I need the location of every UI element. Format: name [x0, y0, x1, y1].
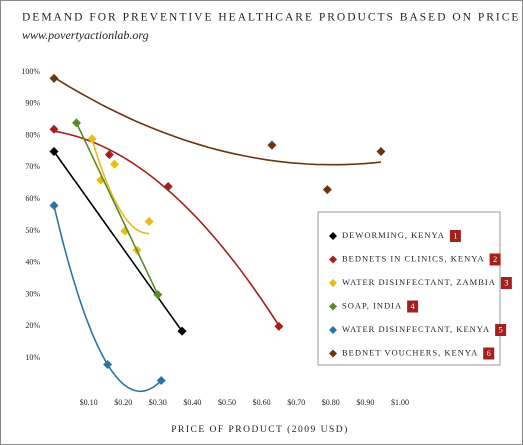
- marker: [49, 124, 59, 134]
- marker: [156, 375, 166, 385]
- chart-subtitle: www.povertyactionlab.org: [22, 28, 149, 42]
- legend-number-box: [483, 347, 495, 360]
- y-tick-label: 100%: [21, 67, 40, 76]
- legend-marker: [329, 326, 337, 334]
- y-tick-label: 40%: [25, 258, 40, 267]
- x-tick-label: $0.40: [183, 398, 201, 407]
- trend-line: [53, 151, 183, 332]
- chart-title: DEMAND FOR PREVENTIVE HEALTHCARE PRODUCT…: [22, 12, 520, 24]
- marker: [177, 326, 187, 336]
- x-tick-label: $0.10: [80, 398, 98, 407]
- y-tick-label: 60%: [25, 194, 40, 203]
- legend-box: [317, 211, 501, 366]
- trend-line: [53, 76, 382, 166]
- legend-number: 6: [487, 348, 491, 358]
- x-tick-label: $1.00: [391, 398, 409, 407]
- legend-label: BEDNET VOUCHERS, KENYA: [342, 347, 478, 357]
- trend-line: [75, 122, 159, 295]
- legend-marker: [329, 232, 337, 240]
- marker: [104, 150, 114, 160]
- x-axis-label: PRICE OF PRODUCT (2009 USD): [171, 424, 349, 435]
- marker: [144, 216, 154, 226]
- x-tick-label: $0.90: [356, 398, 374, 407]
- y-tick-label: 80%: [25, 130, 40, 139]
- x-tick-label: $0.30: [149, 398, 167, 407]
- y-tick-label: 90%: [25, 99, 40, 108]
- legend-number: 5: [499, 324, 503, 334]
- x-tick-label: $0.80: [322, 398, 340, 407]
- legend-marker: [329, 279, 337, 287]
- marker: [163, 181, 173, 191]
- marker: [87, 134, 97, 144]
- y-tick-label: 70%: [25, 162, 40, 171]
- legend-marker: [329, 255, 337, 264]
- marker: [49, 147, 59, 156]
- marker: [49, 73, 59, 83]
- marker: [153, 290, 163, 300]
- marker: [322, 185, 332, 195]
- x-tick-label: $0.60: [253, 398, 271, 407]
- x-tick-label: $0.70: [287, 398, 305, 407]
- legend-marker: [329, 302, 337, 311]
- legend-label: WATER DISINFECTANT, KENYA: [342, 324, 490, 334]
- legend-number: 2: [493, 254, 497, 264]
- legend-number: 1: [453, 230, 457, 240]
- legend-number: 3: [504, 277, 508, 287]
- legend-number-box: [495, 324, 507, 336]
- marker: [376, 147, 386, 156]
- legend-marker: [329, 349, 337, 358]
- legend-number-box: [500, 277, 512, 289]
- x-tick-label: $0.50: [218, 398, 236, 407]
- legend-number: 4: [411, 301, 416, 311]
- legend-number-box: [407, 300, 419, 313]
- marker: [110, 159, 120, 169]
- legend-label: DEWORMING, KENYA: [342, 230, 445, 240]
- y-tick-label: 10%: [25, 353, 40, 362]
- legend-number-box: [449, 230, 461, 242]
- marker: [103, 360, 113, 370]
- marker: [274, 321, 284, 331]
- marker: [267, 140, 277, 150]
- legend-label: SOAP, INDIA: [342, 300, 402, 310]
- x-tick-label: $0.20: [114, 398, 132, 407]
- y-tick-label: 50%: [25, 226, 40, 235]
- marker: [49, 201, 59, 211]
- legend-label: WATER DISINFECTANT, ZAMBIA: [342, 277, 496, 287]
- trend-line: [91, 138, 150, 235]
- marker: [71, 118, 81, 128]
- legend-number-box: [489, 253, 501, 266]
- legend-label: BEDNETS IN CLINICS, KENYA: [342, 253, 485, 263]
- y-tick-label: 30%: [25, 289, 40, 298]
- y-tick-label: 20%: [25, 321, 40, 330]
